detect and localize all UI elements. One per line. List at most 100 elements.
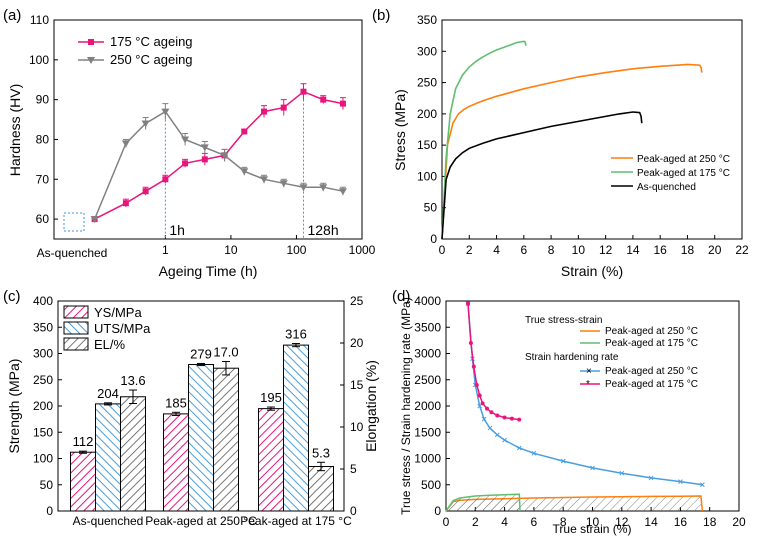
b-xtick-label: 14 <box>626 243 640 257</box>
a-point-175 <box>122 200 129 207</box>
panel-b-frame <box>441 19 743 240</box>
c-data-label: 13.6 <box>120 373 145 388</box>
d-legend-shr-175: Peak-aged at 175 °C <box>605 379 698 390</box>
d-marker-250 <box>619 470 625 476</box>
b-curve-1 <box>441 40 527 240</box>
a-ytick-label: 110 <box>30 13 49 27</box>
c-legend-swatch-uts <box>63 321 89 335</box>
c-legend-ys: YS/MPa <box>94 305 142 320</box>
c-data-label: 112 <box>73 434 94 449</box>
b-ytick-label: 300 <box>417 44 437 58</box>
a-series-line-0 <box>94 90 344 220</box>
a-ytick-label: 70 <box>36 172 50 186</box>
b-curve-2 <box>441 111 643 240</box>
d-marker-250 <box>502 437 507 443</box>
c-legend-el: EL/% <box>94 337 126 352</box>
d-marker-175 <box>477 393 482 398</box>
a-xtick-label: 1 <box>162 243 169 257</box>
c-legend: YS/MPa UTS/MPa EL/% <box>63 305 151 352</box>
a-xlabel: Ageing Time (h) <box>159 263 258 279</box>
a-point-250 <box>220 152 229 160</box>
b-legend-aq: As-quenched <box>637 182 696 193</box>
a-point-175 <box>162 176 169 183</box>
c-ylabel: Strength (MPa) <box>6 359 22 454</box>
c-bar <box>120 396 146 512</box>
c-bar <box>213 367 239 512</box>
a-legend-marker-250 <box>87 57 95 64</box>
c-bar <box>308 465 334 512</box>
c-data-label: 185 <box>165 395 187 410</box>
c-data-label: 316 <box>285 327 307 342</box>
c-legend-uts: UTS/MPa <box>94 321 151 336</box>
a-point-250 <box>338 188 347 196</box>
b-xtick-label: 18 <box>681 243 695 257</box>
a-ytick-label: 90 <box>36 93 50 107</box>
a-point-250 <box>319 184 328 192</box>
b-xtick-label: 12 <box>599 243 613 257</box>
a-legend: 175 °C ageing 250 °C ageing <box>78 34 193 67</box>
d-marker-250 <box>560 458 566 464</box>
c-bar <box>70 451 96 512</box>
d-xtick-label: 18 <box>703 515 717 529</box>
b-legend-175: Peak-aged at 175 °C <box>637 168 730 179</box>
d-legend: True stress-strain Peak-aged at 250 °C P… <box>525 315 698 390</box>
d-xtick-label: 16 <box>674 515 688 529</box>
a-point-175 <box>241 128 248 135</box>
d-marker-175 <box>502 415 507 420</box>
d-ytick-label: 4000 <box>414 294 441 308</box>
b-xtick-label: 4 <box>493 243 500 257</box>
c2-ytick-label: 10 <box>350 420 364 434</box>
a-point-175 <box>142 188 149 195</box>
a-point-250 <box>200 144 209 152</box>
d-marker-175 <box>474 383 479 387</box>
d-marker-250 <box>481 416 487 422</box>
d-hardening-curve-3 <box>467 303 520 421</box>
c-data-label: 195 <box>260 390 282 405</box>
c-category-label: Peak-aged at 250 °C <box>145 514 257 528</box>
c-ytick-label: 150 <box>33 425 53 439</box>
d-ytick-label: 2000 <box>414 399 441 413</box>
c-bar <box>188 364 214 512</box>
d-marker-250 <box>487 425 493 431</box>
c-ytick-label: 200 <box>33 399 53 413</box>
d-xtick-label: 2 <box>472 515 479 529</box>
b-curve-0 <box>441 63 703 240</box>
c-bar <box>95 403 121 512</box>
a-point-250 <box>121 140 130 148</box>
d-marker-175 <box>471 364 476 369</box>
panel-c-label: (c) <box>3 288 21 305</box>
panel-a-frame <box>53 19 363 240</box>
d-marker-250 <box>648 475 654 481</box>
b-ytick-label: 100 <box>417 169 437 183</box>
d-legend-shr-250: Peak-aged at 250 °C <box>605 366 698 377</box>
a-point-175 <box>280 104 287 111</box>
a-point-250 <box>141 120 150 128</box>
b-ylabel: Stress (MPa) <box>392 89 408 171</box>
d-xlabel: True strain (%) <box>553 522 632 536</box>
c-ytick-label: 300 <box>33 347 53 361</box>
d-xtick-label: 10 <box>586 515 600 529</box>
d-marker-175 <box>489 410 494 415</box>
d-marker-175 <box>485 406 490 411</box>
c-data-label: 17.0 <box>213 344 238 359</box>
a-xtick-label: 1000 <box>349 243 376 257</box>
c-ytick-label: 400 <box>33 294 53 308</box>
c2-ytick-label: 15 <box>350 378 364 392</box>
d-marker-175 <box>480 401 485 406</box>
b-xtick-label: 10 <box>572 243 586 257</box>
a-point-175 <box>261 108 268 115</box>
d-xtick-label: 14 <box>644 515 658 529</box>
panel-b-label: (b) <box>372 7 390 24</box>
a-xtick-label: 10 <box>224 243 238 257</box>
d-marker-250 <box>678 479 683 484</box>
d-marker-250 <box>477 403 483 409</box>
d-area-1 <box>446 494 520 511</box>
d-ytick-label: 2500 <box>414 373 441 387</box>
b-ytick-label: 0 <box>430 232 437 246</box>
a-xtick-label: 100 <box>286 243 306 257</box>
d-xtick-label: 4 <box>501 515 508 529</box>
b-ytick-label: 350 <box>417 13 437 27</box>
b-ytick-label: 50 <box>424 201 438 215</box>
